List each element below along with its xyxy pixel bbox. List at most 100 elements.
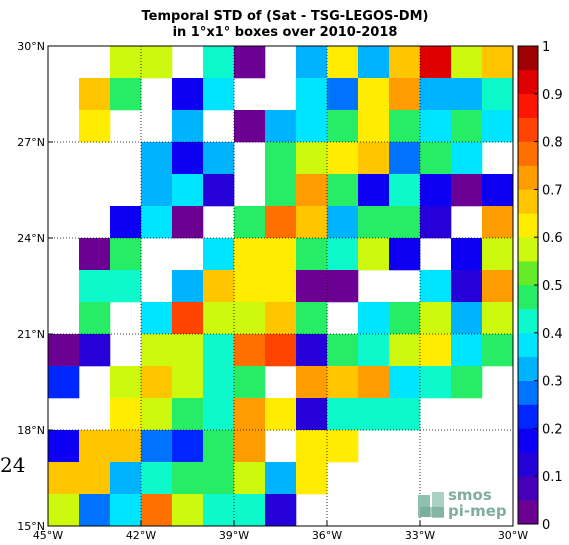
heatmap-cell <box>327 398 359 431</box>
heatmap-cell <box>420 46 452 79</box>
colorbar-segment <box>518 332 538 357</box>
heatmap-cell <box>265 302 297 335</box>
heatmap-cell <box>141 142 173 175</box>
heatmap-cell <box>482 238 514 271</box>
heatmap-cell <box>265 174 297 207</box>
heatmap-cell <box>389 142 421 175</box>
heatmap-cell <box>110 238 142 271</box>
heatmap-cell <box>172 142 204 175</box>
heatmap-cell <box>420 270 452 303</box>
colorbar-segment <box>518 93 538 118</box>
heatmap-cell <box>79 302 111 335</box>
colorbar-segment <box>518 213 538 238</box>
heatmap-cell <box>203 494 235 527</box>
heatmap-cell <box>482 334 514 367</box>
smos-pimep-logo: smos pi-mep <box>418 486 507 520</box>
heatmap-cell <box>110 206 142 239</box>
heatmap-cell <box>451 142 483 175</box>
x-tick-label: 45°W <box>33 529 63 542</box>
heatmap-cell <box>79 494 111 527</box>
colorbar <box>517 45 539 525</box>
heatmap-cell <box>420 110 452 143</box>
colorbar-segment <box>518 261 538 286</box>
heatmap-cell <box>203 238 235 271</box>
heatmap-cell <box>327 174 359 207</box>
y-tick-label: 15°N <box>17 520 45 533</box>
heatmap-cell <box>389 334 421 367</box>
heatmap-cell <box>141 334 173 367</box>
heatmap-cell <box>234 270 266 303</box>
x-tick-label: 39°W <box>219 529 249 542</box>
heatmap-cell <box>296 270 328 303</box>
heatmap-cell <box>265 110 297 143</box>
heatmap-cell <box>172 270 204 303</box>
colorbar-tick-label: 0.7 <box>542 183 563 198</box>
heatmap-cell <box>389 174 421 207</box>
heatmap-cell <box>389 110 421 143</box>
heatmap-cell <box>420 142 452 175</box>
heatmap-cell <box>141 174 173 207</box>
heatmap-cell <box>265 334 297 367</box>
heatmap-cell <box>265 270 297 303</box>
heatmap-cell <box>296 366 328 399</box>
heatmap-cell <box>265 206 297 239</box>
heatmap-cell <box>234 334 266 367</box>
colorbar-tick-label: 1 <box>542 40 550 55</box>
heatmap-cell <box>110 46 142 79</box>
heatmap-cell <box>141 430 173 463</box>
heatmap-cell <box>358 398 390 431</box>
heatmap-cell <box>79 238 111 271</box>
heatmap-cell <box>389 302 421 335</box>
heatmap-cell <box>48 430 80 463</box>
heatmap-cell <box>234 494 266 527</box>
heatmap-cell <box>172 462 204 495</box>
heatmap-cell <box>389 206 421 239</box>
colorbar-segment <box>518 141 538 166</box>
heatmap-cell <box>79 462 111 495</box>
heatmap-cell <box>203 462 235 495</box>
chart-title-line-2: in 1°x1° boxes over 2010-2018 <box>173 25 398 40</box>
colorbar-ticks: 0 0.1 0.2 0.3 0.4 0.5 0.6 0.7 0.8 0.9 1 <box>534 40 563 533</box>
heatmap-cell <box>172 334 204 367</box>
y-tick-label: 18°N <box>17 424 45 437</box>
heatmap-cell <box>234 238 266 271</box>
heatmap-cell <box>265 398 297 431</box>
logo-mark-icon <box>418 492 444 518</box>
heatmap-cell <box>482 206 514 239</box>
heatmap-cell <box>327 334 359 367</box>
plot-frame <box>47 45 514 527</box>
heatmap-cell <box>172 206 204 239</box>
x-tick-label: 36°W <box>312 529 342 542</box>
heatmap-cell <box>482 78 514 111</box>
heatmap-cell <box>203 174 235 207</box>
heatmap-cell <box>79 334 111 367</box>
heatmap-cell <box>203 142 235 175</box>
heatmap-cell <box>296 334 328 367</box>
y-tick-label: 30°N <box>17 40 45 53</box>
heatmap-cell <box>389 366 421 399</box>
colorbar-segment <box>518 308 538 334</box>
heatmap-cell <box>451 110 483 143</box>
heatmap-cell <box>265 494 297 527</box>
heatmap-cell <box>110 462 142 495</box>
heatmap-cell <box>110 494 142 527</box>
heatmap-cell <box>451 270 483 303</box>
chart-title-line-1: Temporal STD of (Sat - TSG-LEGOS-DM) <box>142 9 429 24</box>
heatmap-cell <box>203 270 235 303</box>
heatmap-cell <box>234 462 266 495</box>
colorbar-segment <box>518 428 538 453</box>
heatmap-cell <box>296 78 328 111</box>
colorbar-segment <box>518 165 538 190</box>
heatmap-cell <box>234 110 266 143</box>
x-tick-label: 33°W <box>405 529 435 542</box>
heatmap-cell <box>141 494 173 527</box>
y-tick-label: 24°N <box>17 232 45 245</box>
heatmap-cell <box>327 78 359 111</box>
heatmap-cell <box>358 110 390 143</box>
heatmap-cell <box>265 142 297 175</box>
heatmap-cell <box>172 302 204 335</box>
heatmap-cell <box>482 46 514 79</box>
heatmap-cell <box>141 302 173 335</box>
heatmap-cell <box>234 46 266 79</box>
heatmap-cell <box>141 398 173 431</box>
